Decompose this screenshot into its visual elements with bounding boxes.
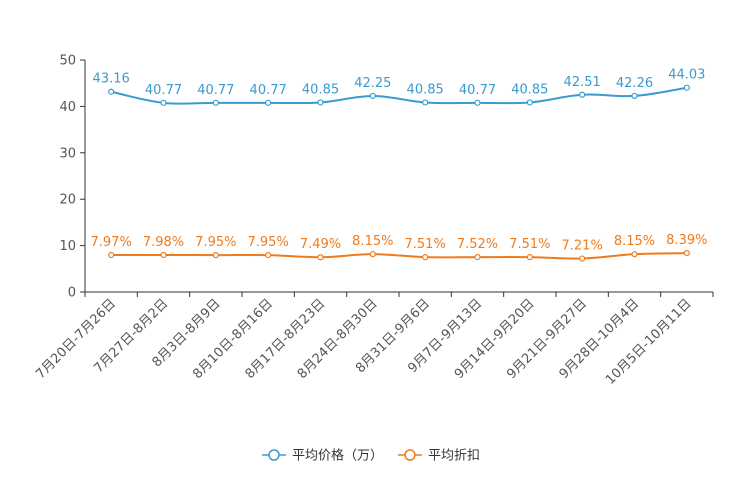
- data-point: [422, 99, 429, 106]
- data-point: [474, 254, 481, 261]
- series-layer: 43.16 40.77 40.77 40.77 40.85 42.25 40.85 40.77…: [91, 68, 707, 262]
- series-line: [111, 252, 687, 260]
- data-label: 7.51%: [509, 237, 550, 252]
- data-point: [579, 255, 586, 262]
- legend-item-0[interactable]: 平均价格（万）: [262, 448, 383, 464]
- data-point: [160, 251, 167, 259]
- data-point: [108, 251, 115, 259]
- data-label: 8.15%: [614, 234, 655, 249]
- y-tick-label: 0: [68, 286, 76, 301]
- data-label: 7.52%: [457, 237, 498, 252]
- y-tick-label: 10: [59, 239, 76, 254]
- legend-label: 平均折扣: [428, 449, 480, 464]
- data-point: [317, 99, 324, 106]
- data-point: [579, 91, 586, 98]
- data-label: 40.77: [459, 83, 496, 98]
- data-point: [369, 92, 376, 100]
- data-label: 44.03: [668, 68, 705, 83]
- chart-legend[interactable]: 平均价格（万） 平均折扣: [262, 448, 480, 464]
- legend-marker: [404, 449, 416, 461]
- legend-label: 平均价格（万）: [292, 448, 383, 464]
- data-label: 42.26: [616, 76, 653, 91]
- legend-item-1[interactable]: 平均折扣: [398, 449, 480, 464]
- data-point: [526, 254, 533, 261]
- data-point: [212, 252, 219, 259]
- y-tick-label: 40: [59, 100, 76, 115]
- data-label: 7.49%: [300, 237, 341, 252]
- data-point: [265, 252, 272, 259]
- data-label: 40.77: [197, 83, 234, 98]
- data-point: [683, 84, 690, 91]
- data-label: 40.85: [302, 82, 339, 97]
- data-point: [631, 92, 638, 100]
- data-point: [212, 99, 219, 106]
- chart-axes: 010203040507月20日-7月26日7月27日-8月2日8月3日-8月9…: [33, 54, 714, 388]
- data-label: 7.95%: [248, 235, 289, 250]
- data-label: 42.51: [564, 75, 601, 90]
- data-label: 40.77: [250, 83, 287, 98]
- data-label: 7.97%: [91, 235, 132, 250]
- data-point: [265, 99, 272, 106]
- data-label: 8.39%: [666, 233, 707, 248]
- y-tick-label: 50: [59, 54, 76, 69]
- series-0: 43.16 40.77 40.77 40.77 40.85 42.25 40.85 40.77…: [93, 68, 705, 106]
- data-point: [160, 99, 167, 106]
- data-point: [683, 249, 690, 257]
- data-point: [317, 254, 324, 261]
- y-tick-label: 20: [59, 193, 76, 208]
- data-label: 40.85: [511, 82, 548, 97]
- data-label: 42.25: [354, 76, 391, 91]
- y-tick-label: 30: [59, 146, 76, 161]
- data-label: 8.15%: [352, 234, 393, 249]
- data-label: 7.21%: [562, 239, 603, 254]
- data-label: 40.77: [145, 83, 182, 98]
- data-point: [631, 251, 638, 258]
- data-label: 7.98%: [143, 235, 184, 250]
- data-point: [526, 99, 533, 106]
- data-label: 7.51%: [405, 237, 446, 252]
- legend-marker: [268, 449, 280, 461]
- series-line: [110, 86, 687, 105]
- data-point: [108, 88, 115, 95]
- data-label: 40.85: [407, 82, 444, 97]
- data-point: [474, 99, 481, 106]
- data-point: [422, 254, 429, 261]
- data-label: 7.95%: [195, 235, 236, 250]
- data-label: 43.16: [93, 72, 130, 87]
- data-point: [369, 251, 376, 258]
- series-1: 7.97% 7.98% 7.95% 7.95% 7.49% 8.15% 7.51% 7.52%…: [91, 233, 707, 262]
